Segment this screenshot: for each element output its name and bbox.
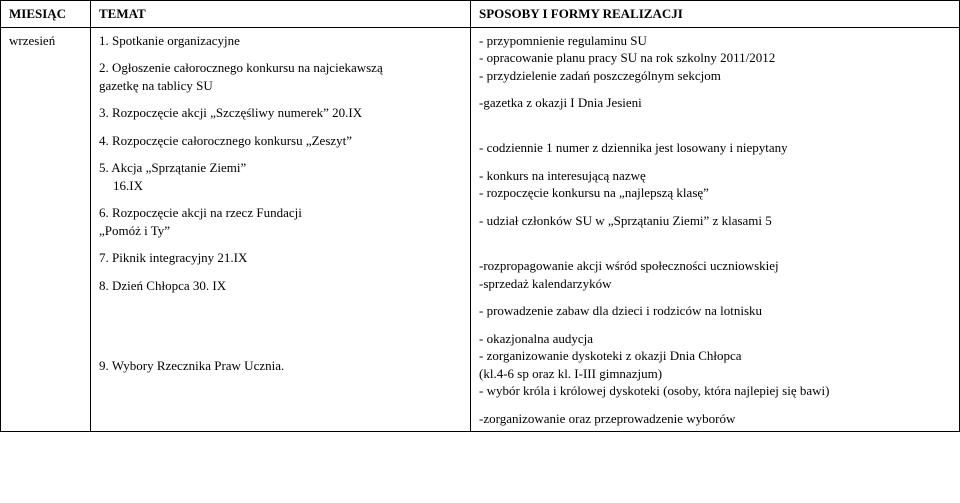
ways-text: - opracowanie planu pracy SU na rok szko…: [479, 49, 951, 67]
ways-text: - codziennie 1 numer z dziennika jest lo…: [479, 139, 951, 157]
topic-item: 1. Spotkanie organizacyjne: [99, 32, 462, 50]
ways-item: - konkurs na interesującą nazwę - rozpoc…: [479, 167, 951, 202]
ways-text: (kl.4-6 sp oraz kl. I-III gimnazjum): [479, 365, 951, 383]
ways-item: -gazetka z okazji I Dnia Jesieni: [479, 94, 951, 129]
month-label: wrzesień: [9, 33, 55, 48]
topic-text: 4. Rozpoczęcie całorocznego konkursu „Ze…: [99, 132, 462, 150]
ways-text: - prowadzenie zabaw dla dzieci i rodzicó…: [479, 302, 951, 320]
topic-item: 2. Ogłoszenie całorocznego konkursu na n…: [99, 59, 462, 94]
ways-text: - konkurs na interesującą nazwę: [479, 167, 951, 185]
topic-text: 9. Wybory Rzecznika Praw Ucznia.: [99, 357, 462, 375]
ways-item: - prowadzenie zabaw dla dzieci i rodzicó…: [479, 302, 951, 320]
topic-item: 5. Akcja „Sprzątanie Ziemi” 16.IX: [99, 159, 462, 194]
ways-text: -zorganizowanie oraz przeprowadzenie wyb…: [479, 410, 951, 428]
topic-text: 16.IX: [99, 177, 462, 195]
ways-item: - przypomnienie regulaminu SU - opracowa…: [479, 32, 951, 85]
ways-text: - zorganizowanie dyskoteki z okazji Dnia…: [479, 347, 951, 365]
topic-text: 3. Rozpoczęcie akcji „Szczęśliwy numerek…: [99, 104, 462, 122]
topic-item: 8. Dzień Chłopca 30. IX: [99, 277, 462, 347]
ways-item: - okazjonalna audycja - zorganizowanie d…: [479, 330, 951, 400]
topic-text: „Pomóż i Ty”: [99, 222, 462, 240]
topic-item: 9. Wybory Rzecznika Praw Ucznia.: [99, 357, 462, 375]
ways-text: - przypomnienie regulaminu SU: [479, 32, 951, 50]
topic-text: 1. Spotkanie organizacyjne: [99, 32, 462, 50]
ways-text: -gazetka z okazji I Dnia Jesieni: [479, 94, 951, 112]
ways-text: -sprzedaż kalendarzyków: [479, 275, 951, 293]
topic-text: 7. Piknik integracyjny 21.IX: [99, 249, 462, 267]
topic-text: gazetkę na tablicy SU: [99, 77, 462, 95]
ways-text: - rozpoczęcie konkursu na „najlepszą kla…: [479, 184, 951, 202]
ways-item: -zorganizowanie oraz przeprowadzenie wyb…: [479, 410, 951, 428]
ways-item: - udział członków SU w „Sprzątaniu Ziemi…: [479, 212, 951, 247]
ways-text: - okazjonalna audycja: [479, 330, 951, 348]
plan-table: MIESIĄC TEMAT SPOSOBY I FORMY REALIZACJI…: [0, 0, 960, 432]
topic-item: 6. Rozpoczęcie akcji na rzecz Fundacji „…: [99, 204, 462, 239]
topic-text: 8. Dzień Chłopca 30. IX: [99, 277, 462, 295]
header-row: MIESIĄC TEMAT SPOSOBY I FORMY REALIZACJI: [1, 1, 960, 28]
table-row: wrzesień 1. Spotkanie organizacyjne 2. O…: [1, 27, 960, 432]
header-topic: TEMAT: [91, 1, 471, 28]
cell-topics: 1. Spotkanie organizacyjne 2. Ogłoszenie…: [91, 27, 471, 432]
cell-ways: - przypomnienie regulaminu SU - opracowa…: [471, 27, 960, 432]
topic-text: 2. Ogłoszenie całorocznego konkursu na n…: [99, 59, 462, 77]
topic-text: 5. Akcja „Sprzątanie Ziemi”: [99, 159, 462, 177]
header-ways: SPOSOBY I FORMY REALIZACJI: [471, 1, 960, 28]
topic-item: 4. Rozpoczęcie całorocznego konkursu „Ze…: [99, 132, 462, 150]
header-month: MIESIĄC: [1, 1, 91, 28]
ways-text: - przydzielenie zadań poszczególnym sekc…: [479, 67, 951, 85]
ways-text: - wybór króla i królowej dyskoteki (osob…: [479, 382, 951, 400]
topic-item: 3. Rozpoczęcie akcji „Szczęśliwy numerek…: [99, 104, 462, 122]
ways-text: -rozpropagowanie akcji wśród społecznośc…: [479, 257, 951, 275]
topic-item: 7. Piknik integracyjny 21.IX: [99, 249, 462, 267]
ways-text: - udział członków SU w „Sprzątaniu Ziemi…: [479, 212, 951, 230]
cell-month: wrzesień: [1, 27, 91, 432]
ways-item: - codziennie 1 numer z dziennika jest lo…: [479, 139, 951, 157]
topic-text: 6. Rozpoczęcie akcji na rzecz Fundacji: [99, 204, 462, 222]
ways-item: -rozpropagowanie akcji wśród społecznośc…: [479, 257, 951, 292]
